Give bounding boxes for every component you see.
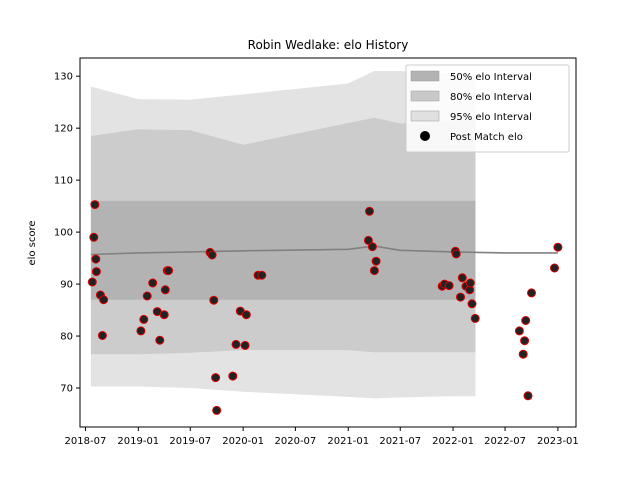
post-match-elo-point [209, 295, 219, 305]
y-tick-label: 70 [60, 384, 73, 395]
y-tick-label: 80 [60, 332, 73, 343]
legend-label: 80% elo Interval [450, 92, 532, 103]
x-axis: 2018-07 2019-01 2019-07 2020-01 2020-07 2021-… [65, 427, 579, 447]
y-tick-label: 100 [54, 228, 73, 239]
y-axis-label: elo score [27, 220, 38, 265]
post-match-elo-point [164, 266, 173, 276]
x-tick-label: 2021-07 [379, 436, 421, 447]
x-tick-label: 2023-01 [537, 436, 579, 447]
post-match-elo-point [91, 254, 101, 264]
post-match-elo-point [369, 266, 379, 276]
x-tick-label: 2018-07 [65, 436, 107, 447]
post-match-elo-point [518, 349, 528, 359]
post-match-elo-point [99, 295, 109, 305]
legend-swatch [410, 70, 440, 82]
plot-area [87, 71, 563, 415]
legend-swatch [410, 90, 440, 102]
post-match-elo-point [241, 310, 251, 320]
post-match-elo-point [444, 281, 454, 291]
post-match-elo-point [160, 285, 170, 295]
post-match-elo-point [240, 340, 250, 350]
legend-swatch [410, 110, 440, 122]
post-match-elo-point [91, 267, 101, 277]
legend-marker [420, 131, 430, 141]
axes-frame [79, 57, 577, 428]
post-match-elo-point [456, 292, 465, 302]
x-tick-label: 2020-01 [222, 436, 264, 447]
chart-title: Robin Wedlake: elo History [248, 38, 409, 52]
legend-label: 95% elo Interval [450, 112, 532, 123]
post-match-elo-point [527, 288, 536, 298]
post-match-elo-point [148, 278, 158, 288]
legend: 50% elo Interval 80% elo Interval 95% elo … [405, 64, 570, 153]
post-match-elo-point [231, 339, 241, 349]
post-match-elo-point [155, 335, 165, 345]
x-tick-label: 2021-01 [327, 436, 369, 447]
post-match-elo-point [87, 277, 97, 287]
post-match-elo-point [228, 371, 238, 381]
post-match-elo-point [521, 316, 531, 325]
post-match-elo-point [523, 391, 533, 401]
y-tick-label: 120 [54, 124, 73, 135]
post-match-elo-point [257, 270, 267, 280]
post-match-elo-point [470, 313, 480, 323]
post-match-elo-point [142, 291, 152, 301]
mean-elo-line [90, 245, 558, 256]
y-axis: 70 80 90 100 110 120 130 [54, 72, 80, 395]
post-match-elo-point [467, 299, 477, 309]
y-tick-label: 110 [54, 176, 73, 187]
post-match-elo-point [363, 235, 373, 245]
legend-label: 50% elo Interval [450, 72, 532, 83]
post-match-elo-point [212, 405, 222, 415]
post-match-elo-point [465, 278, 475, 288]
x-tick-label: 2019-07 [169, 436, 211, 447]
post-match-elo-point [514, 326, 524, 336]
post-match-elo-point [520, 336, 530, 346]
post-match-elo-point [367, 242, 377, 252]
post-match-elo-point [365, 206, 374, 216]
post-match-elo-point [159, 310, 169, 320]
x-tick-label: 2019-01 [117, 436, 159, 447]
post-match-elo-point [211, 373, 221, 383]
legend-label: Post Match elo [450, 132, 523, 143]
post-match-elo-point [553, 242, 563, 252]
y-tick-label: 90 [60, 280, 73, 291]
post-match-elo-point [136, 326, 146, 336]
legend-box [405, 64, 570, 153]
post-match-elo-point [207, 250, 217, 260]
post-match-elo-point [550, 263, 559, 273]
post-match-elo-point [139, 314, 149, 324]
x-tick-label: 2020-07 [275, 436, 317, 447]
x-tick-label: 2022-07 [484, 436, 526, 447]
post-match-elo-point [90, 200, 100, 210]
post-match-elo-point [89, 232, 99, 242]
y-tick-label: 130 [54, 72, 73, 83]
post-match-elo-point [451, 249, 461, 259]
post-match-elo-point [97, 331, 107, 340]
post-match-elo-point [371, 256, 381, 266]
x-tick-label: 2022-01 [432, 436, 474, 447]
post-match-elo-point [457, 273, 467, 283]
